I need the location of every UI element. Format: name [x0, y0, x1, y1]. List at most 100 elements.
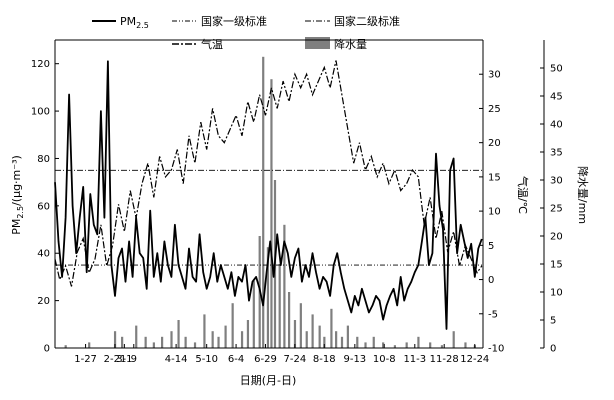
- x-tick-label: 4-14: [165, 354, 188, 365]
- y-right1-tick-label: 15: [488, 172, 501, 183]
- precipitation-bar: [323, 336, 326, 348]
- precipitation-bar: [64, 345, 67, 348]
- y-right1-tick-label: 30: [488, 70, 501, 81]
- precipitation-bar: [372, 336, 375, 348]
- precipitation-bar: [88, 342, 91, 348]
- precipitation-bar: [231, 303, 234, 348]
- precipitation-bar: [262, 56, 265, 349]
- precipitation-bar: [278, 264, 281, 348]
- precipitation-bar: [305, 331, 308, 348]
- x-tick-label: 3-1: [116, 354, 132, 365]
- precipitation-bar: [161, 336, 164, 348]
- legend-temp-label: 气温: [201, 37, 223, 51]
- y-left-tick-label: 40: [37, 249, 50, 260]
- legend: PM2.5 国家一级标准 国家二级标准 气温 降水量: [92, 14, 400, 51]
- legend-grade2-label: 国家二级标准: [334, 14, 400, 28]
- y-right1-tick-label: 5: [488, 241, 494, 252]
- axes: 0 20 40 60 80 100 120 -10 -5 0 5 10 15 20 25 30 0 5 10 15 20…: [31, 39, 563, 365]
- precipitation-bar: [144, 336, 147, 348]
- precipitation-bar: [405, 342, 408, 348]
- y-right1-tick-label: 0: [488, 275, 494, 286]
- plot-area: [54, 56, 483, 349]
- y-right1-tick-label: -10: [488, 344, 504, 355]
- precipitation-bar: [240, 331, 244, 348]
- precipitation-bar: [246, 320, 250, 348]
- y-left-tick-label: 100: [31, 107, 50, 118]
- precipitation-bar: [346, 325, 349, 348]
- x-tick-label: 5-10: [195, 354, 218, 365]
- y-right2-tick-label: 40: [550, 120, 563, 131]
- legend-precip-swatch: [305, 37, 330, 49]
- x-tick-label: 8-18: [313, 354, 336, 365]
- temperature-line: [54, 60, 483, 287]
- x-tick-label: 9-13: [343, 354, 366, 365]
- precipitation-bar: [211, 331, 214, 348]
- y-right2-tick-label: 5: [550, 316, 556, 327]
- legend-pm25-label: PM2.5: [120, 15, 149, 30]
- y-left-tick-label: 120: [31, 59, 50, 70]
- precipitation-bar: [203, 314, 206, 348]
- x-tick-label: 11-3: [403, 354, 426, 365]
- x-tick-label: 1-27: [74, 354, 97, 365]
- precipitation-bar: [330, 308, 333, 348]
- y-right2-tick-label: 35: [550, 148, 563, 159]
- precipitation-bar: [113, 331, 117, 348]
- x-tick-label: 7-24: [284, 354, 307, 365]
- pm25-line: [54, 60, 483, 330]
- precipitation-bar: [393, 345, 397, 348]
- precipitation-bar: [452, 331, 455, 348]
- y-right2-tick-label: 25: [550, 204, 563, 215]
- y-right1-tick-label: 10: [488, 207, 501, 218]
- x-tick-label: 6-4: [228, 354, 244, 365]
- y-left-axis-title: PM2.5/(μg·m⁻³): [10, 155, 25, 235]
- precipitation-bar: [152, 342, 155, 348]
- precipitation-bar: [382, 342, 385, 348]
- y-right2-tick-label: 50: [550, 64, 563, 75]
- y-right2-tick-label: 10: [550, 288, 563, 299]
- y-right1-tick-label: 25: [488, 104, 501, 115]
- precipitation-bar: [121, 336, 124, 348]
- y-left-title-main: PM: [10, 219, 23, 235]
- y-right1-axis-title: 气温/℃: [516, 176, 530, 214]
- precipitation-bar: [299, 303, 302, 348]
- x-tick-label: 11-28: [430, 354, 459, 365]
- precipitation-bar: [318, 325, 321, 348]
- precipitation-bar: [293, 320, 297, 348]
- y-left-tick-label: 20: [37, 296, 50, 307]
- precipitation-bar: [429, 342, 432, 348]
- precipitation-bar: [170, 331, 173, 348]
- y-left-title-rest: /(μg·m⁻³): [10, 155, 23, 206]
- precipitation-bar: [135, 325, 138, 348]
- precipitation-bar: [266, 247, 270, 348]
- y-left-tick-label: 0: [44, 344, 50, 355]
- y-left-title-sub: 2.5: [16, 206, 25, 219]
- precipitation-bar: [440, 345, 444, 348]
- legend-precip-label: 降水量: [334, 37, 367, 51]
- y-right2-axis-title: 降水量/mm: [576, 166, 590, 224]
- legend-grade1-label: 国家一级标准: [201, 14, 267, 28]
- y-left-tick-label: 80: [37, 154, 50, 165]
- precipitation-bar: [340, 336, 344, 348]
- x-tick-label: 2-21: [104, 354, 127, 365]
- precipitation-bar: [283, 224, 286, 348]
- precipitation-bar: [193, 342, 197, 348]
- y-right2-tick-label: 45: [550, 92, 563, 103]
- precipitation-bar: [364, 342, 367, 348]
- x-axis-title: 日期(月-日): [240, 374, 297, 387]
- precipitation-bar: [335, 331, 338, 348]
- precipitation-bar: [356, 336, 359, 348]
- y-right2-tick-label: 20: [550, 232, 563, 243]
- precipitation-bar: [270, 79, 273, 348]
- x-tick-label: 9: [131, 354, 137, 365]
- y-right2-tick-label: 30: [550, 176, 563, 187]
- precipitation-bar: [464, 342, 467, 348]
- y-right1-tick-label: -5: [488, 309, 498, 320]
- x-tick-label: 12-24: [460, 354, 489, 365]
- precipitation-bar: [311, 314, 314, 348]
- y-right1-tick-label: 20: [488, 138, 501, 149]
- precipitation-bar: [417, 336, 420, 348]
- precipitation-bar: [252, 280, 255, 348]
- precipitation-bar: [217, 336, 220, 348]
- precipitation-bar: [287, 292, 291, 348]
